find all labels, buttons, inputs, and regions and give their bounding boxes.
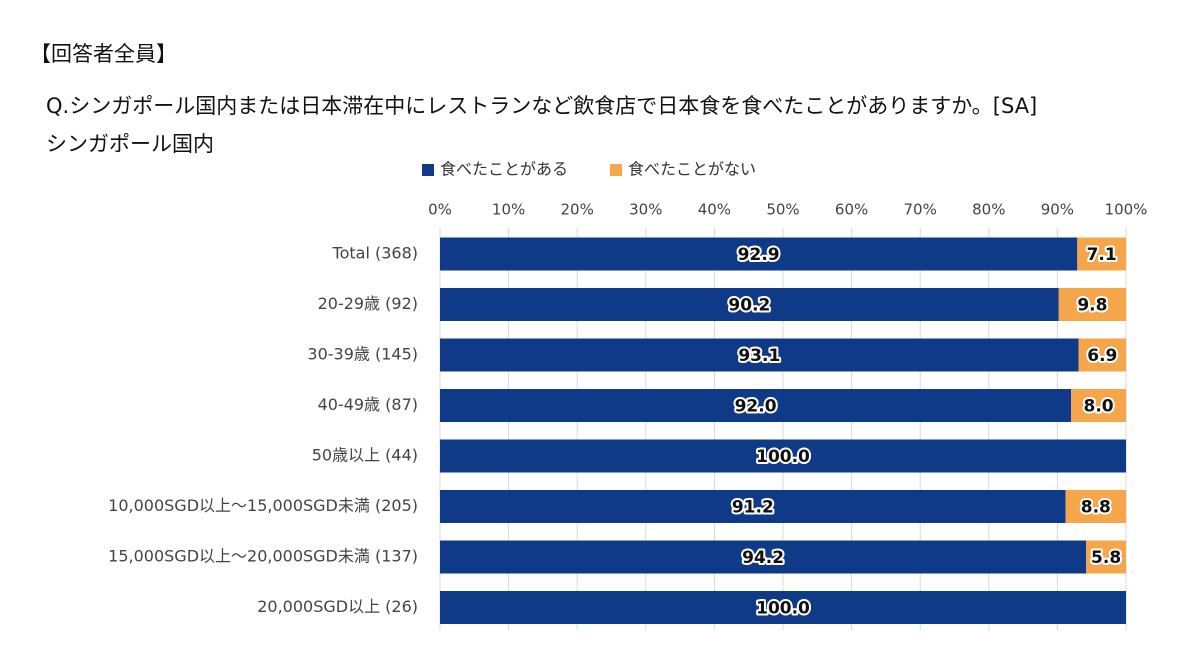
category-label: 20-29歳 (92): [318, 294, 418, 313]
legend-label: 食べたことがある: [440, 160, 568, 179]
category-label: 10,000SGD以上～15,000SGD未満 (205): [108, 496, 418, 515]
bar-segment: [440, 288, 1059, 321]
bar-segment: [440, 338, 1079, 372]
bar-segment: [440, 490, 1066, 523]
legend-label: 食べたことがない: [628, 160, 756, 179]
bar-segment: [440, 237, 1078, 271]
x-tick-label: 50%: [766, 201, 799, 219]
bar-segment: [440, 540, 1087, 574]
x-tick-label: 20%: [561, 201, 594, 219]
bar-segment: [1071, 389, 1126, 422]
data-label: 7.1: [1087, 245, 1117, 265]
data-label: 100.0: [756, 447, 810, 467]
x-tick-label: 70%: [904, 201, 937, 219]
data-label: 8.8: [1081, 498, 1111, 518]
data-label: 92.0: [735, 397, 777, 417]
legend-swatch: [610, 164, 622, 176]
bar-segment: [440, 591, 1126, 624]
category-label: Total (368): [332, 244, 418, 263]
category-label: 15,000SGD以上～20,000SGD未満 (137): [108, 547, 418, 566]
data-label: 90.2: [728, 296, 770, 316]
category-label: 50歳以上 (44): [312, 446, 418, 465]
x-tick-label: 60%: [835, 201, 868, 219]
bar-segment: [1077, 237, 1126, 271]
x-tick-label: 0%: [428, 201, 452, 219]
data-label: 5.8: [1091, 548, 1121, 568]
x-tick-label: 80%: [972, 201, 1005, 219]
data-label: 94.2: [742, 548, 784, 568]
category-label: 40-49歳 (87): [318, 395, 418, 414]
chart-subtitle: シンガポール国内: [46, 132, 214, 156]
data-label: 9.8: [1077, 296, 1107, 316]
data-label: 6.9: [1087, 346, 1117, 366]
x-tick-label: 30%: [629, 201, 662, 219]
respondent-scope: 【回答者全員】: [30, 42, 177, 66]
data-label: 92.9: [738, 245, 780, 265]
bar-segment: [440, 439, 1126, 473]
bar-segment: [1058, 288, 1126, 321]
legend-swatch: [422, 164, 434, 176]
category-label: 20,000SGD以上 (26): [257, 597, 418, 616]
x-tick-label: 40%: [698, 201, 731, 219]
data-label: 93.1: [738, 346, 780, 366]
data-label: 8.0: [1083, 397, 1113, 417]
question-text: Q.シンガポール国内または日本滞在中にレストランなど飲食店で日本食を食べたことが…: [46, 94, 1038, 118]
x-tick-label: 10%: [492, 201, 525, 219]
x-tick-label: 100%: [1105, 201, 1148, 219]
x-tick-label: 90%: [1041, 201, 1074, 219]
bar-segment: [1065, 490, 1126, 523]
bar-segment: [1086, 540, 1126, 574]
category-label: 30-39歳 (145): [307, 345, 418, 364]
bar-segment: [1078, 338, 1126, 372]
data-label: 100.0: [756, 599, 810, 619]
bar-segment: [440, 389, 1072, 422]
data-label: 91.2: [732, 498, 774, 518]
